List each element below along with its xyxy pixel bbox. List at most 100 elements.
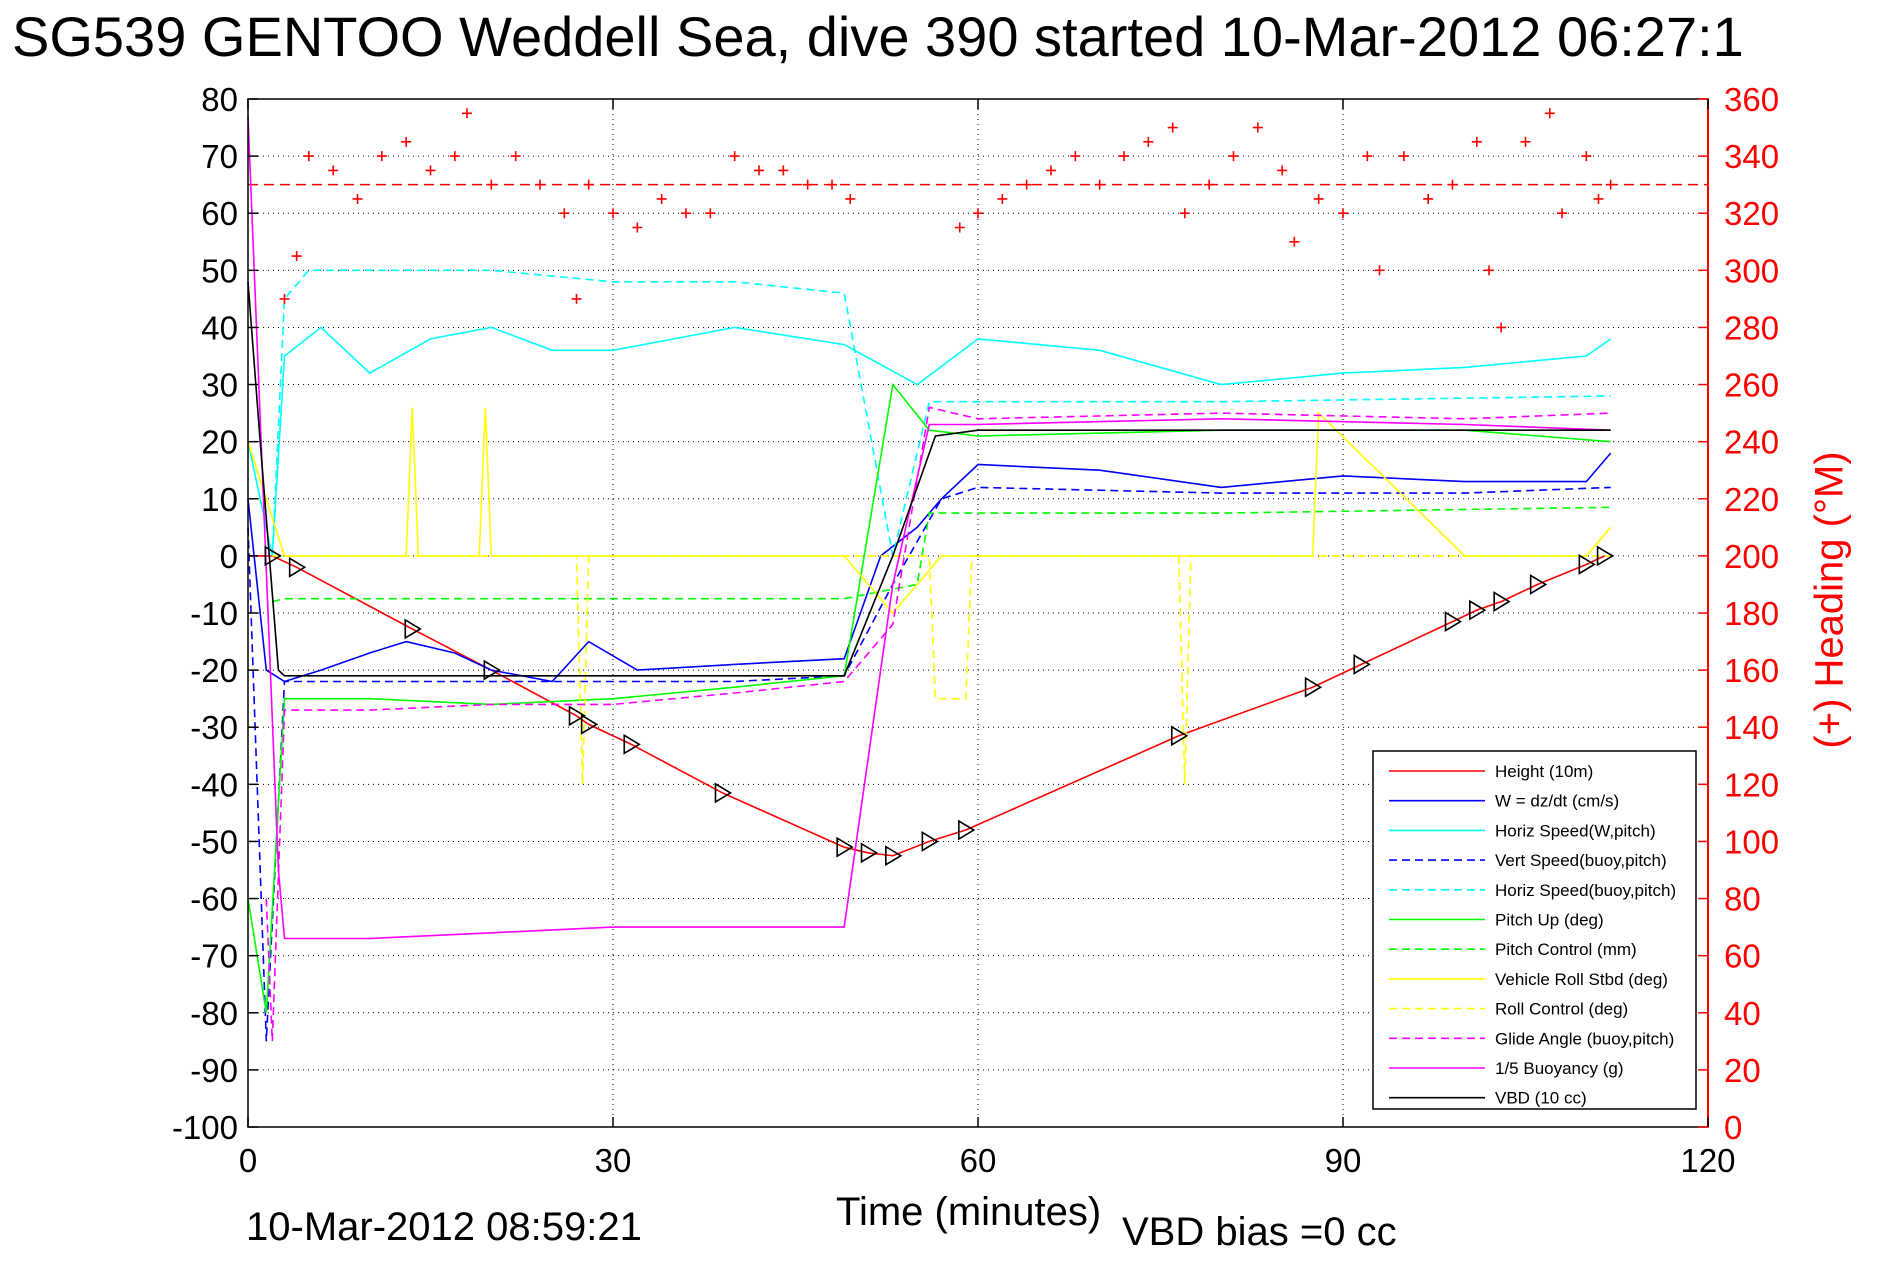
heading-point — [681, 208, 691, 219]
heading-point — [352, 193, 363, 204]
heading-point — [401, 136, 412, 147]
right-y-tick-label: 260 — [1724, 367, 1779, 404]
heading-point — [1593, 193, 1604, 204]
legend-item-label: W = dz/dt (cm/s) — [1495, 792, 1619, 811]
x-tick-label: 90 — [1325, 1142, 1362, 1179]
triangle-markers-layer — [264, 545, 1615, 867]
heading-point — [997, 193, 1008, 204]
heading-point — [1143, 136, 1154, 147]
right-y-tick-label: 140 — [1724, 709, 1779, 746]
right-y-tick-label: 40 — [1724, 995, 1761, 1032]
right-y-tick-label: 320 — [1724, 195, 1779, 232]
heading-point — [376, 151, 387, 162]
x-tick-label: 30 — [595, 1142, 632, 1179]
chart-title: SG539 GENTOO Weddell Sea, dive 390 start… — [12, 5, 1744, 68]
heading-point — [1496, 322, 1507, 333]
right-y-tick-label: 20 — [1724, 1052, 1761, 1089]
legend-box — [1372, 750, 1697, 1110]
y-tick-label: 50 — [201, 252, 238, 289]
depth-triangle-marker — [264, 545, 282, 567]
heading-point — [583, 179, 594, 190]
right-y-tick-label: 60 — [1724, 938, 1761, 975]
depth-triangle-marker — [1444, 611, 1463, 632]
right-y-tick-label: 340 — [1724, 138, 1779, 175]
heading-point — [1338, 208, 1348, 219]
depth-triangle-marker — [714, 782, 733, 804]
right-y-tick-label: 360 — [1724, 81, 1779, 118]
depth-triangle-marker — [885, 845, 903, 867]
heading-point — [754, 165, 764, 176]
heading-point — [1362, 151, 1373, 162]
series-line-6 — [247, 382, 1611, 1013]
heading-point — [1119, 151, 1129, 162]
heading-point — [1228, 151, 1239, 162]
x-tick-label: 0 — [239, 1142, 257, 1179]
heading-point — [1484, 265, 1494, 276]
heading-point — [729, 151, 740, 162]
heading-point — [486, 179, 497, 190]
right-y-tick-label: 0 — [1724, 1109, 1742, 1146]
y-tick-label: -10 — [190, 595, 238, 632]
heading-point — [1374, 265, 1385, 276]
x-tick-label: 60 — [960, 1142, 997, 1179]
depth-triangle-marker — [404, 618, 422, 640]
y-tick-label: -30 — [190, 709, 238, 746]
heading-point — [1520, 136, 1531, 147]
series-line-9 — [272, 555, 1611, 785]
right-y-tick-label: 200 — [1724, 538, 1779, 575]
series-line-2 — [247, 452, 1612, 683]
right-y-tick-label: 160 — [1724, 652, 1779, 689]
heading-point — [1313, 193, 1324, 204]
heading-point — [462, 108, 472, 119]
heading-point — [328, 165, 339, 176]
y-tick-label: -20 — [190, 652, 238, 689]
heading-point — [954, 222, 965, 233]
heading-point — [559, 208, 570, 219]
series-line-4 — [247, 486, 1611, 1042]
right-y-tick-label: 100 — [1724, 823, 1779, 860]
heading-point — [705, 208, 716, 219]
heading-point — [1398, 151, 1409, 162]
right-y-tick-label: 120 — [1724, 766, 1779, 803]
y-tick-label: 0 — [220, 538, 238, 575]
heading-point — [291, 251, 302, 262]
heading-point — [1046, 165, 1056, 176]
right-y-tick-label: 300 — [1724, 252, 1779, 289]
x-axis-label: Time (minutes) — [836, 1190, 1102, 1234]
heading-layer — [279, 108, 1616, 333]
heading-point — [1544, 108, 1555, 119]
series-line-1 — [248, 555, 1605, 857]
y-tick-label: -70 — [190, 938, 238, 975]
heading-point — [535, 179, 545, 190]
vbd-bias-label: VBD bias =0 cc — [1122, 1210, 1397, 1254]
depth-triangle-marker — [836, 836, 854, 858]
legend-item-label: Height (10m) — [1495, 762, 1593, 781]
heading-point — [510, 151, 521, 162]
y-tick-label: 70 — [201, 138, 238, 175]
series-layer — [247, 116, 1708, 1042]
y-tick-label: -90 — [190, 1052, 238, 1089]
depth-triangle-marker — [1353, 653, 1371, 675]
heading-point — [1423, 193, 1434, 204]
depth-triangle-marker — [580, 713, 599, 735]
right-y-tick-label: 80 — [1724, 881, 1761, 918]
y-tick-label: 20 — [201, 424, 238, 461]
series-line-10 — [265, 406, 1611, 1042]
legend-item-label: Horiz Speed(buoy,pitch) — [1495, 881, 1676, 900]
legend-item-label: Vehicle Roll Stbd (deg) — [1495, 970, 1668, 989]
y-tick-label: -100 — [172, 1109, 238, 1146]
right-y-tick-label: 220 — [1724, 481, 1779, 518]
y-tick-label: 10 — [201, 481, 238, 518]
heading-point — [1557, 208, 1567, 219]
heading-point — [449, 151, 460, 162]
heading-point — [1204, 179, 1215, 190]
heading-point — [827, 179, 837, 190]
y-tick-label: -80 — [190, 995, 238, 1032]
y-tick-label: 60 — [201, 195, 238, 232]
depth-triangle-marker — [1596, 545, 1615, 567]
heading-point — [571, 293, 582, 304]
heading-point — [802, 179, 813, 190]
heading-point — [608, 208, 618, 219]
heading-point — [279, 293, 290, 304]
depth-triangle-marker — [1529, 574, 1548, 595]
